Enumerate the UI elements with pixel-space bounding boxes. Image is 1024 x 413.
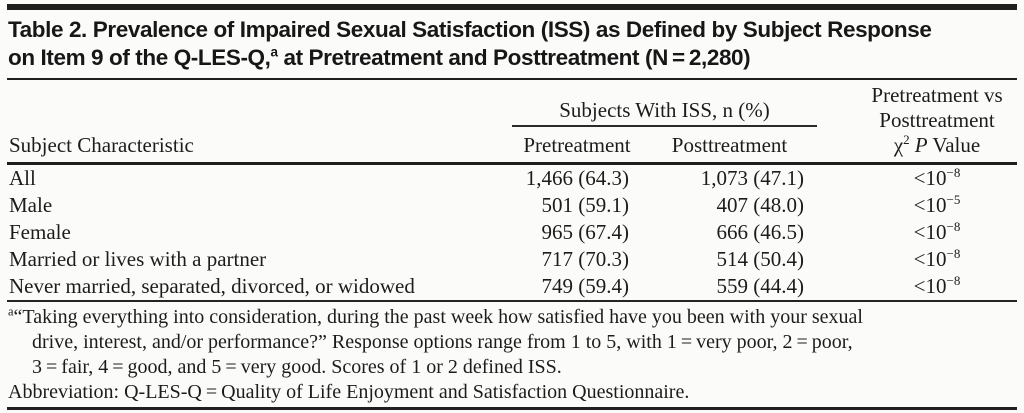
empty-header-cell xyxy=(7,80,512,126)
pvalue-cell: <10−8 xyxy=(817,246,1017,273)
pvalue-exponent: −8 xyxy=(946,272,961,288)
pvalue-header-line-1: Pretreatment vs xyxy=(871,82,1003,107)
footnote-section: a“Taking everything into consideration, … xyxy=(7,302,1017,405)
footnote-line-1: a“Taking everything into consideration, … xyxy=(8,305,1015,330)
row-label-cell: Married or lives with a partner xyxy=(9,246,267,271)
footnote-line-3: 3 = fair, 4 = good, and 5 = very good. S… xyxy=(32,355,562,378)
table-title-line-1: Table 2. Prevalence of Impaired Sexual S… xyxy=(8,17,932,42)
row-label-cell: Female xyxy=(9,219,71,244)
column-header-row: Subject Characteristic Pretreatment Post… xyxy=(7,126,1017,165)
table-row-married: Married or lives with a partner 717 (70.… xyxy=(7,246,1017,273)
p-symbol: P xyxy=(914,132,928,157)
bottom-rule xyxy=(7,406,1017,410)
pvalue-exponent: −8 xyxy=(946,164,961,180)
posttreatment-value-cell: 514 (50.4) xyxy=(716,246,805,271)
top-rule xyxy=(7,4,1017,10)
pvalue-cell: <10−8 xyxy=(817,272,1018,302)
table-row-never-married: Never married, separated, divorced, or w… xyxy=(7,272,1018,302)
pvalue-base: <10 xyxy=(913,246,947,271)
row-label-cell: All xyxy=(9,165,36,190)
table-body: All 1,466 (64.3) 1,073 (47.1) <10−8 Male… xyxy=(7,163,1018,302)
posttreatment-value-cell: 1,073 (47.1) xyxy=(700,165,805,190)
pvalue-base: <10 xyxy=(913,219,947,244)
pvalue-exponent: −8 xyxy=(946,218,961,234)
title-text-segment: on Item 9 of the Q-LES-Q, xyxy=(8,45,271,70)
iss-spanner-header: Subjects With ISS, n (%) xyxy=(512,80,818,127)
title-divider-rule xyxy=(7,78,1017,80)
posttreatment-value-cell: 407 (48.0) xyxy=(716,192,805,217)
pretreatment-column-header: Pretreatment xyxy=(512,126,642,165)
pvalue-cell: <10−5 xyxy=(817,192,1017,219)
title-text-segment: at Pretreatment and Posttreatment (N = 2… xyxy=(277,45,751,70)
pvalue-base: <10 xyxy=(913,192,947,217)
footnote-marker: a xyxy=(8,303,14,318)
table-title: Table 2. Prevalence of Impaired Sexual S… xyxy=(7,10,1017,78)
pvalue-exponent: −8 xyxy=(946,245,961,261)
footnote-text-segment: “Taking everything into consideration, d… xyxy=(13,305,864,328)
row-label-cell: Never married, separated, divorced, or w… xyxy=(7,272,512,302)
row-label-cell: Male xyxy=(9,192,53,217)
pretreatment-value-cell: 749 (59.4) xyxy=(512,272,642,302)
posttreatment-value-cell: 666 (46.5) xyxy=(716,219,805,244)
pretreatment-value-cell: 717 (70.3) xyxy=(541,246,630,271)
spanner-header-row: Subjects With ISS, n (%) Pretreatment vs… xyxy=(7,80,1018,165)
chi-squared-symbol: χ xyxy=(893,132,904,157)
pvalue-cell: <10−8 xyxy=(817,219,1017,246)
table-title-line-2: on Item 9 of the Q-LES-Q,a at Pretreatme… xyxy=(8,44,1015,72)
posttreatment-column-header: Posttreatment xyxy=(642,126,818,165)
footnote-line-2: drive, interest, and/or performance?” Re… xyxy=(32,330,853,353)
subject-characteristic-header: Subject Characteristic xyxy=(7,126,512,165)
pvalue-exponent: −5 xyxy=(946,191,961,207)
pvalue-header-line-2: Posttreatment xyxy=(879,107,995,132)
pretreatment-value-cell: 501 (59.1) xyxy=(541,192,630,217)
pvalue-base: <10 xyxy=(913,165,947,190)
title-footnote-marker: a xyxy=(270,44,279,60)
pvalue-column-header: Pretreatment vs Posttreatment χ2 P Value xyxy=(817,80,1018,165)
table-row-all: All 1,466 (64.3) 1,073 (47.1) <10−8 xyxy=(7,163,1017,192)
chi-squared-exponent: 2 xyxy=(903,131,910,147)
value-word: Value xyxy=(927,132,981,157)
pretreatment-value-cell: 1,466 (64.3) xyxy=(525,165,629,190)
abbreviation-note: Abbreviation: Q-LES-Q = Quality of Life … xyxy=(8,380,690,403)
pvalue-base: <10 xyxy=(913,273,947,298)
pvalue-cell: <10−8 xyxy=(817,163,1017,192)
table-header: Subjects With ISS, n (%) Pretreatment vs… xyxy=(7,80,1018,165)
posttreatment-value-cell: 559 (44.4) xyxy=(642,272,818,302)
pvalue-header-line-3: χ2 P Value xyxy=(857,131,1017,158)
prevalence-table: Subjects With ISS, n (%) Pretreatment vs… xyxy=(7,80,1018,302)
pretreatment-value-cell: 965 (67.4) xyxy=(541,219,630,244)
table-row-female: Female 965 (67.4) 666 (46.5) <10−8 xyxy=(7,219,1017,246)
table-row-male: Male 501 (59.1) 407 (48.0) <10−5 xyxy=(7,192,1017,219)
